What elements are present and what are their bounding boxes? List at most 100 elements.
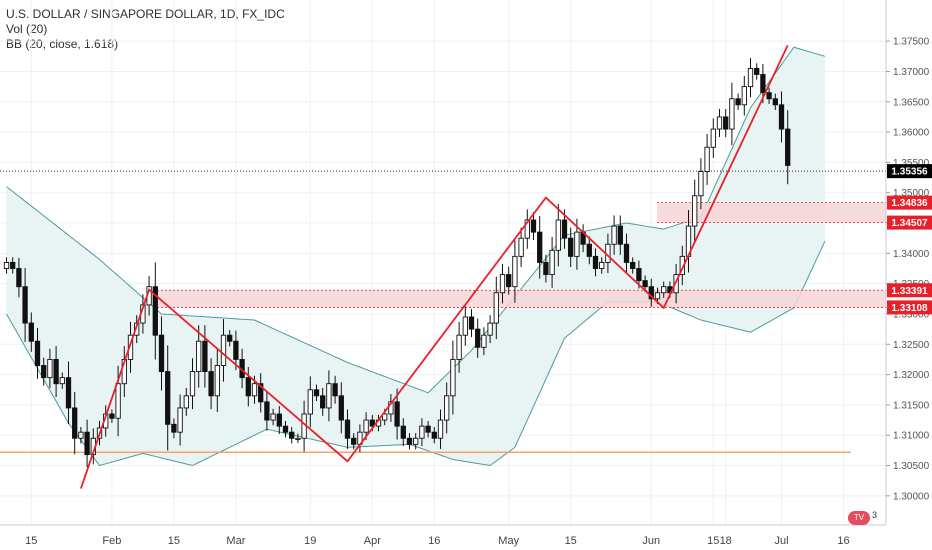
candle-body (332, 383, 338, 397)
x-tick-label: 19 (304, 535, 316, 547)
candle-body (307, 389, 313, 415)
y-tick-label: 1.36500 (893, 97, 930, 108)
candle-body (661, 286, 667, 294)
chart-title: U.S. DOLLAR / SINGAPORE DOLLAR, 1D, FX_I… (6, 7, 285, 21)
zone-price-tag: 1.33391 (891, 286, 928, 297)
tradingview-logo-icon[interactable]: TV (848, 511, 870, 525)
candle-body (369, 419, 375, 427)
candle-body (487, 322, 493, 336)
candle-body (766, 92, 772, 100)
candle-body (78, 431, 84, 439)
candle-body (158, 334, 165, 373)
candle-body (419, 425, 425, 439)
x-tick-label: 15 (25, 535, 37, 547)
candle-body (28, 322, 34, 342)
candle-body (22, 286, 28, 324)
y-tick-label: 1.36000 (893, 128, 930, 139)
candle-body (65, 377, 72, 409)
candle-body (710, 128, 716, 148)
y-tick-label: 1.33000 (893, 309, 930, 320)
candle-body (313, 389, 320, 397)
x-tick-label: Jun (642, 535, 660, 547)
candle-body (754, 67, 760, 75)
y-tick-label: 1.34000 (893, 249, 930, 260)
candle-body (592, 255, 599, 269)
y-tick-label: 1.31000 (893, 431, 930, 442)
x-tick-label: Jul (774, 535, 788, 547)
candle-body (400, 425, 406, 439)
x-tick-label: 18 (720, 535, 732, 547)
y-tick-label: 1.32000 (893, 370, 930, 381)
candle-body (481, 334, 487, 348)
candle-body (716, 116, 723, 130)
bollinger-indicator-label[interactable]: BB (20, close, 1.618) (6, 37, 119, 51)
candle-body (177, 407, 183, 433)
candle-body (611, 225, 617, 245)
y-tick-label: 1.32500 (893, 340, 930, 351)
candle-body (84, 431, 90, 456)
candle-body (747, 67, 754, 88)
candle-body (630, 261, 636, 269)
candle-body (518, 237, 524, 257)
candle-body (568, 237, 574, 257)
zone-rect (153, 290, 886, 308)
zone-price-tag-bg (887, 300, 932, 315)
candle-body (425, 425, 431, 433)
y-tick-label: 1.35000 (893, 188, 930, 199)
candle-body (586, 243, 592, 257)
y-tick-label: 1.30500 (893, 461, 930, 472)
candle-body (642, 280, 648, 288)
candle-body (165, 371, 171, 425)
candle-body (549, 249, 555, 276)
candle-body (351, 437, 357, 445)
zone-price-tag-bg (887, 215, 932, 230)
candle-body (648, 286, 654, 300)
candle-body (3, 261, 10, 269)
candle-body (537, 231, 543, 263)
candle-body (512, 255, 518, 288)
x-tick-label: 15 (168, 535, 180, 547)
candle-body (574, 231, 580, 257)
y-tick-label: 1.30000 (893, 491, 930, 502)
candle-body (109, 413, 115, 419)
candle-body (16, 268, 22, 288)
candle-body (785, 128, 791, 166)
candle-body (152, 286, 158, 336)
zone-rect (657, 202, 886, 223)
x-tick-label: 16 (428, 535, 440, 547)
candle-body (320, 395, 326, 409)
candle-body (10, 261, 16, 269)
candle-body (623, 243, 630, 263)
candle-body (729, 98, 735, 130)
candle-body (499, 274, 506, 294)
volume-indicator-label[interactable]: Vol (20) (6, 22, 48, 36)
candle-body (282, 425, 289, 433)
candle-body (654, 292, 661, 300)
logo-badge-number: 3 (872, 510, 878, 520)
candle-body (530, 219, 537, 233)
y-tick-label: 1.35500 (893, 158, 930, 169)
candle-body (723, 116, 729, 130)
candle-body (543, 261, 549, 276)
zone-price-tag: 1.34836 (891, 198, 928, 209)
candle-body (214, 365, 220, 397)
candle-body (506, 274, 512, 288)
supply-demand-zones (153, 202, 886, 308)
zigzag-line (80, 45, 789, 489)
candle-body (462, 316, 468, 336)
candle-body (115, 383, 121, 419)
candle-body (53, 358, 59, 385)
candle-body (264, 401, 270, 421)
candle-body (189, 371, 196, 397)
candle-body (289, 431, 295, 439)
candle-body (394, 401, 400, 427)
candle-body (475, 328, 481, 348)
candle-body (344, 419, 351, 439)
x-tick-label: May (498, 535, 519, 547)
candle-body (47, 358, 53, 379)
candle-body (406, 437, 413, 445)
x-tick-label: Apr (364, 535, 381, 547)
x-tick-label: Mar (226, 535, 245, 547)
candle-body (778, 104, 785, 130)
